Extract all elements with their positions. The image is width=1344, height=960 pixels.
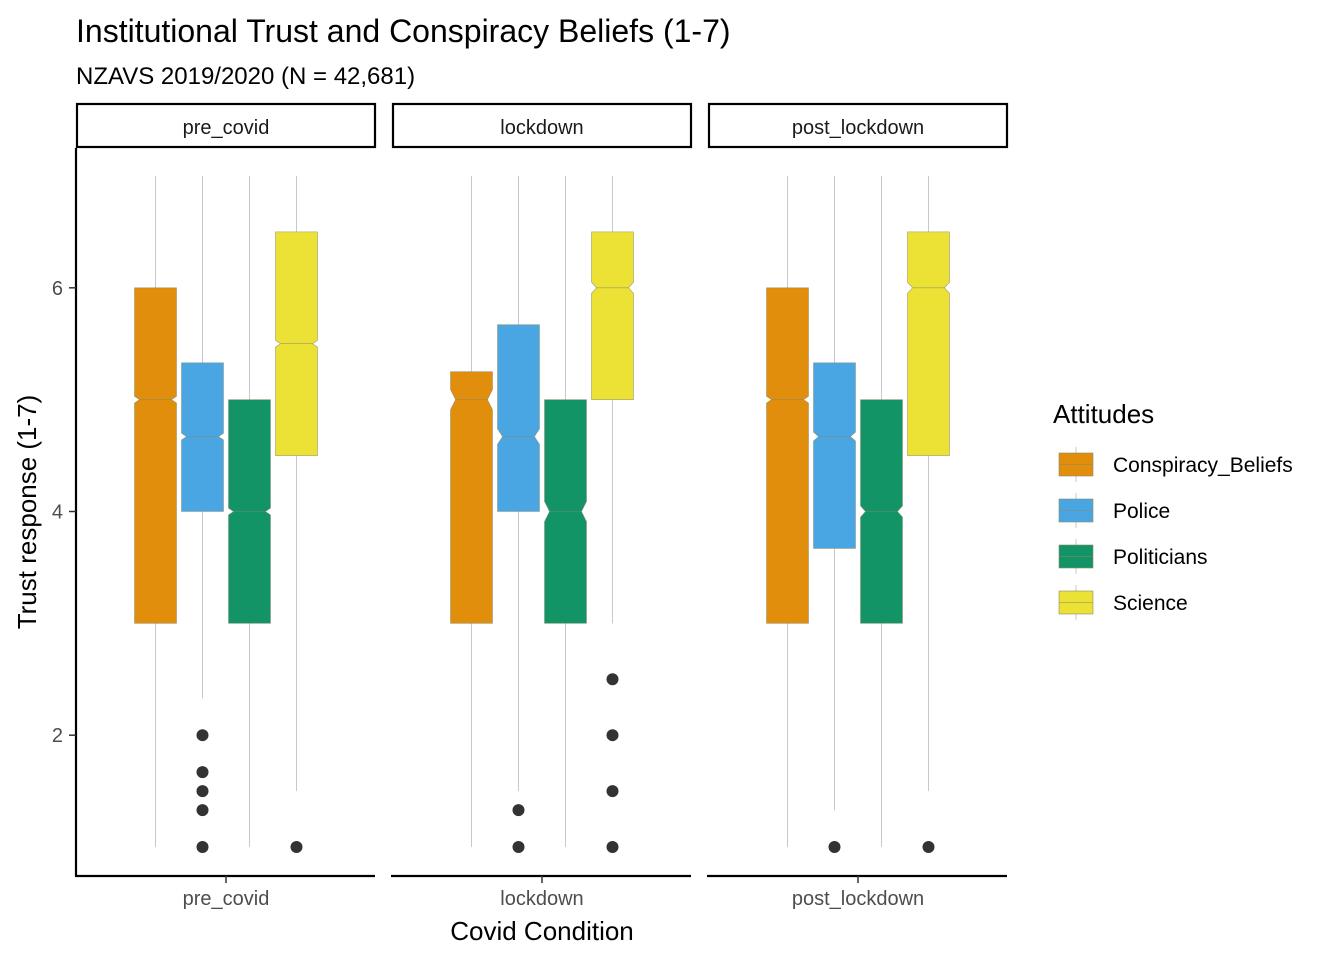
box-Police	[497, 175, 540, 854]
legend-item-Police: Police	[1058, 493, 1170, 528]
outlier-point	[196, 729, 209, 742]
box-Conspiracy_Beliefs	[766, 175, 809, 848]
box-body	[181, 362, 224, 512]
outlier-point	[606, 785, 619, 798]
facet-panel-pre_covid: pre_covid pre_covid	[75, 102, 377, 910]
strip-lockdown	[391, 102, 693, 149]
box-body	[134, 287, 177, 624]
outlier-point	[196, 804, 209, 817]
facet-panel-lockdown: lockdown lockdown	[391, 102, 693, 910]
box-Conspiracy_Beliefs	[450, 175, 493, 848]
chart-title: Institutional Trust and Conspiracy Belie…	[76, 13, 731, 49]
box-Science	[907, 175, 950, 854]
strip-post_lockdown	[707, 102, 1009, 149]
y-tick-label: 6	[52, 278, 63, 300]
box-Police	[181, 175, 224, 854]
outlier-point	[606, 673, 619, 686]
outlier-point	[196, 766, 209, 779]
legend: Attitudes Conspiracy_Beliefs Police Politi…	[1053, 399, 1293, 620]
box-body	[591, 231, 634, 400]
x-tick-label: pre_covid	[183, 888, 270, 910]
box-Science	[591, 175, 634, 854]
outlier-point	[828, 841, 841, 854]
outlier-point	[922, 841, 935, 854]
box-body	[497, 324, 540, 512]
legend-item-Science: Science	[1058, 585, 1188, 620]
x-tick-label: post_lockdown	[792, 888, 924, 910]
y-tick-label: 4	[52, 502, 63, 524]
outlier-point	[196, 841, 209, 854]
box-Politicians	[860, 175, 903, 848]
legend-label: Police	[1113, 500, 1170, 523]
outlier-point	[512, 841, 525, 854]
legend-label: Conspiracy_Beliefs	[1113, 454, 1293, 477]
legend-item-Conspiracy_Beliefs: Conspiracy_Beliefs	[1058, 447, 1293, 482]
facet-panels: pre_covid pre_covid lockdown lockdown post_l…	[75, 102, 1009, 910]
legend-item-Politicians: Politicians	[1058, 539, 1208, 574]
outlier-point	[606, 729, 619, 742]
strip-label: lockdown	[500, 117, 583, 139]
box-body	[766, 287, 809, 624]
strip-label: pre_covid	[183, 117, 270, 139]
x-tick-label: lockdown	[500, 888, 583, 910]
y-tick-label: 2	[52, 725, 63, 747]
box-body	[813, 362, 856, 549]
outlier-point	[290, 841, 303, 854]
box-Science	[275, 175, 318, 854]
y-axis-title: Trust response (1-7)	[12, 395, 42, 630]
box-Politicians	[228, 175, 271, 848]
strip-label: post_lockdown	[792, 117, 924, 139]
outlier-point	[196, 785, 209, 798]
x-axis-title: Covid Condition	[450, 916, 634, 946]
box-body	[450, 371, 493, 624]
strip-pre_covid	[75, 102, 377, 149]
legend-label: Science	[1113, 592, 1188, 615]
box-body	[907, 231, 950, 456]
box-Police	[813, 175, 856, 854]
outlier-point	[606, 841, 619, 854]
legend-title: Attitudes	[1053, 399, 1154, 429]
outlier-point	[512, 804, 525, 817]
box-Politicians	[544, 175, 587, 848]
legend-label: Politicians	[1113, 546, 1208, 569]
box-Conspiracy_Beliefs	[134, 175, 177, 848]
y-axis: 2 4 6	[52, 148, 78, 876]
facet-panel-post_lockdown: post_lockdown post_lockdown	[707, 102, 1009, 910]
chart-subtitle: NZAVS 2019/2020 (N = 42,681)	[76, 63, 415, 90]
